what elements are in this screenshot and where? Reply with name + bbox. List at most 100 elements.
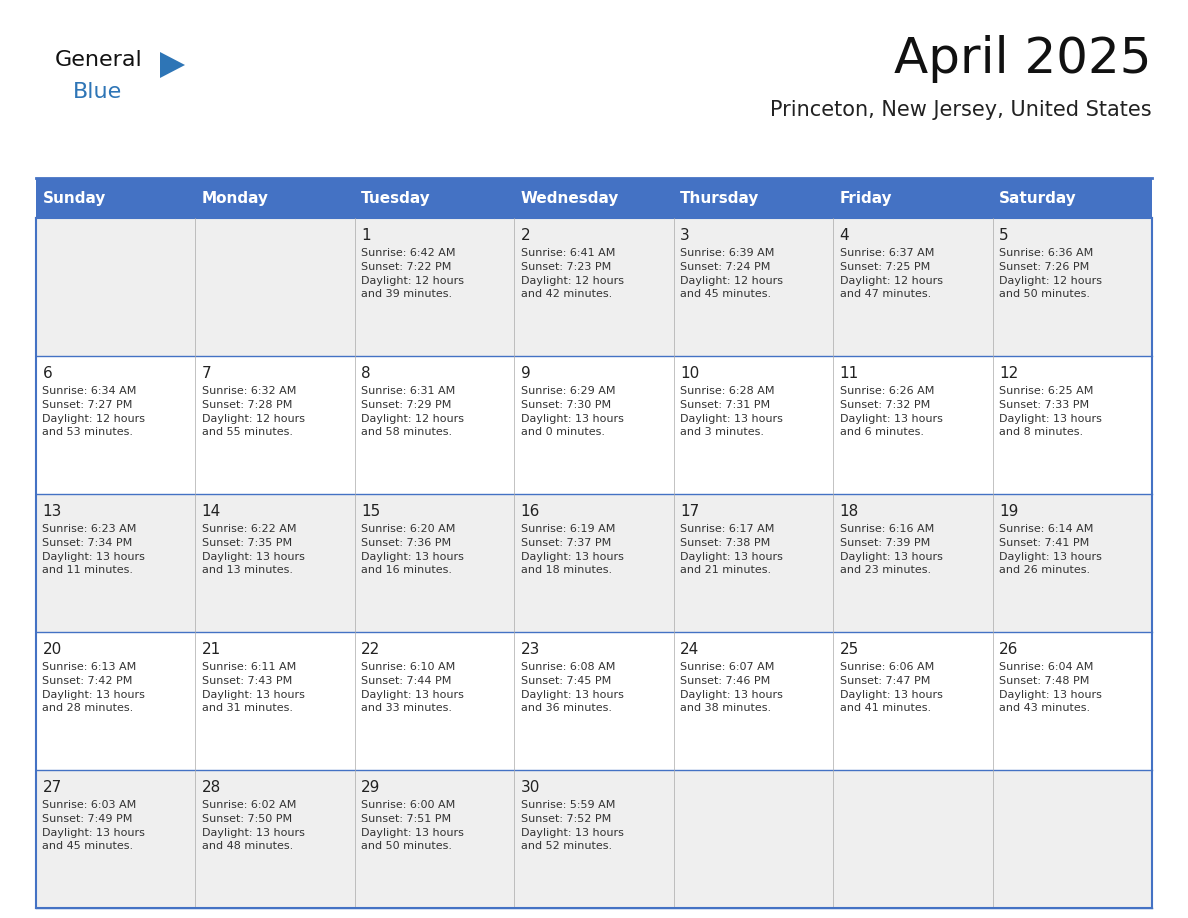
- Text: 23: 23: [520, 642, 541, 656]
- Bar: [992, 770, 1152, 908]
- Bar: [674, 218, 833, 356]
- Text: Sunrise: 6:04 AM
Sunset: 7:48 PM
Daylight: 13 hours
and 43 minutes.: Sunrise: 6:04 AM Sunset: 7:48 PM Dayligh…: [999, 663, 1101, 713]
- Text: Sunrise: 5:59 AM
Sunset: 7:52 PM
Daylight: 13 hours
and 52 minutes.: Sunrise: 5:59 AM Sunset: 7:52 PM Dayligh…: [520, 800, 624, 851]
- Text: 30: 30: [520, 779, 541, 795]
- Bar: [833, 494, 992, 632]
- Text: Sunrise: 6:25 AM
Sunset: 7:33 PM
Daylight: 13 hours
and 8 minutes.: Sunrise: 6:25 AM Sunset: 7:33 PM Dayligh…: [999, 386, 1101, 437]
- Text: Sunrise: 6:13 AM
Sunset: 7:42 PM
Daylight: 13 hours
and 28 minutes.: Sunrise: 6:13 AM Sunset: 7:42 PM Dayligh…: [43, 663, 145, 713]
- Text: 6: 6: [43, 365, 52, 381]
- Bar: [36, 632, 196, 770]
- Text: 9: 9: [520, 365, 530, 381]
- Text: 7: 7: [202, 365, 211, 381]
- Bar: [833, 178, 992, 218]
- Text: Sunrise: 6:06 AM
Sunset: 7:47 PM
Daylight: 13 hours
and 41 minutes.: Sunrise: 6:06 AM Sunset: 7:47 PM Dayligh…: [840, 663, 942, 713]
- Text: 24: 24: [680, 642, 700, 656]
- Text: Sunrise: 6:19 AM
Sunset: 7:37 PM
Daylight: 13 hours
and 18 minutes.: Sunrise: 6:19 AM Sunset: 7:37 PM Dayligh…: [520, 524, 624, 576]
- Bar: [36, 218, 196, 356]
- Bar: [992, 632, 1152, 770]
- Bar: [833, 632, 992, 770]
- Text: 15: 15: [361, 504, 380, 519]
- Text: Sunrise: 6:22 AM
Sunset: 7:35 PM
Daylight: 13 hours
and 13 minutes.: Sunrise: 6:22 AM Sunset: 7:35 PM Dayligh…: [202, 524, 304, 576]
- Text: Sunrise: 6:23 AM
Sunset: 7:34 PM
Daylight: 13 hours
and 11 minutes.: Sunrise: 6:23 AM Sunset: 7:34 PM Dayligh…: [43, 524, 145, 576]
- Text: Sunrise: 6:17 AM
Sunset: 7:38 PM
Daylight: 13 hours
and 21 minutes.: Sunrise: 6:17 AM Sunset: 7:38 PM Dayligh…: [680, 524, 783, 576]
- Text: Sunrise: 6:07 AM
Sunset: 7:46 PM
Daylight: 13 hours
and 38 minutes.: Sunrise: 6:07 AM Sunset: 7:46 PM Dayligh…: [680, 663, 783, 713]
- Text: Wednesday: Wednesday: [520, 191, 619, 206]
- Text: Sunrise: 6:16 AM
Sunset: 7:39 PM
Daylight: 13 hours
and 23 minutes.: Sunrise: 6:16 AM Sunset: 7:39 PM Dayligh…: [840, 524, 942, 576]
- Text: Thursday: Thursday: [680, 191, 759, 206]
- Text: 22: 22: [361, 642, 380, 656]
- Text: 1: 1: [361, 228, 371, 242]
- Bar: [992, 356, 1152, 494]
- Text: Sunrise: 6:28 AM
Sunset: 7:31 PM
Daylight: 13 hours
and 3 minutes.: Sunrise: 6:28 AM Sunset: 7:31 PM Dayligh…: [680, 386, 783, 437]
- Text: 2: 2: [520, 228, 530, 242]
- Text: 12: 12: [999, 365, 1018, 381]
- Text: Sunday: Sunday: [43, 191, 106, 206]
- Bar: [992, 178, 1152, 218]
- Bar: [355, 218, 514, 356]
- Text: 28: 28: [202, 779, 221, 795]
- Text: Sunrise: 6:42 AM
Sunset: 7:22 PM
Daylight: 12 hours
and 39 minutes.: Sunrise: 6:42 AM Sunset: 7:22 PM Dayligh…: [361, 249, 465, 299]
- Text: Sunrise: 6:36 AM
Sunset: 7:26 PM
Daylight: 12 hours
and 50 minutes.: Sunrise: 6:36 AM Sunset: 7:26 PM Dayligh…: [999, 249, 1102, 299]
- Text: 21: 21: [202, 642, 221, 656]
- Bar: [514, 356, 674, 494]
- Text: Sunrise: 6:31 AM
Sunset: 7:29 PM
Daylight: 12 hours
and 58 minutes.: Sunrise: 6:31 AM Sunset: 7:29 PM Dayligh…: [361, 386, 465, 437]
- Text: Sunrise: 6:08 AM
Sunset: 7:45 PM
Daylight: 13 hours
and 36 minutes.: Sunrise: 6:08 AM Sunset: 7:45 PM Dayligh…: [520, 663, 624, 713]
- Text: 10: 10: [680, 365, 700, 381]
- Text: 20: 20: [43, 642, 62, 656]
- Bar: [674, 632, 833, 770]
- Bar: [514, 770, 674, 908]
- Text: Sunrise: 6:34 AM
Sunset: 7:27 PM
Daylight: 12 hours
and 53 minutes.: Sunrise: 6:34 AM Sunset: 7:27 PM Dayligh…: [43, 386, 145, 437]
- Text: 14: 14: [202, 504, 221, 519]
- Text: 11: 11: [840, 365, 859, 381]
- Text: April 2025: April 2025: [895, 35, 1152, 83]
- Bar: [833, 770, 992, 908]
- Polygon shape: [160, 52, 185, 78]
- Text: 5: 5: [999, 228, 1009, 242]
- Bar: [992, 494, 1152, 632]
- Text: Sunrise: 6:39 AM
Sunset: 7:24 PM
Daylight: 12 hours
and 45 minutes.: Sunrise: 6:39 AM Sunset: 7:24 PM Dayligh…: [680, 249, 783, 299]
- Text: Sunrise: 6:29 AM
Sunset: 7:30 PM
Daylight: 13 hours
and 0 minutes.: Sunrise: 6:29 AM Sunset: 7:30 PM Dayligh…: [520, 386, 624, 437]
- Text: Sunrise: 6:03 AM
Sunset: 7:49 PM
Daylight: 13 hours
and 45 minutes.: Sunrise: 6:03 AM Sunset: 7:49 PM Dayligh…: [43, 800, 145, 851]
- Bar: [196, 632, 355, 770]
- Text: 8: 8: [361, 365, 371, 381]
- Text: 27: 27: [43, 779, 62, 795]
- Bar: [833, 218, 992, 356]
- Text: Sunrise: 6:11 AM
Sunset: 7:43 PM
Daylight: 13 hours
and 31 minutes.: Sunrise: 6:11 AM Sunset: 7:43 PM Dayligh…: [202, 663, 304, 713]
- Bar: [355, 356, 514, 494]
- Bar: [355, 494, 514, 632]
- Bar: [196, 494, 355, 632]
- Text: 29: 29: [361, 779, 380, 795]
- Text: Tuesday: Tuesday: [361, 191, 431, 206]
- Text: Sunrise: 6:26 AM
Sunset: 7:32 PM
Daylight: 13 hours
and 6 minutes.: Sunrise: 6:26 AM Sunset: 7:32 PM Dayligh…: [840, 386, 942, 437]
- Bar: [355, 770, 514, 908]
- Bar: [514, 178, 674, 218]
- Bar: [514, 494, 674, 632]
- Bar: [196, 356, 355, 494]
- Bar: [514, 632, 674, 770]
- Text: 26: 26: [999, 642, 1018, 656]
- Text: 19: 19: [999, 504, 1018, 519]
- Text: 13: 13: [43, 504, 62, 519]
- Bar: [355, 178, 514, 218]
- Text: 25: 25: [840, 642, 859, 656]
- Text: Sunrise: 6:37 AM
Sunset: 7:25 PM
Daylight: 12 hours
and 47 minutes.: Sunrise: 6:37 AM Sunset: 7:25 PM Dayligh…: [840, 249, 942, 299]
- Text: Sunrise: 6:02 AM
Sunset: 7:50 PM
Daylight: 13 hours
and 48 minutes.: Sunrise: 6:02 AM Sunset: 7:50 PM Dayligh…: [202, 800, 304, 851]
- Text: 3: 3: [680, 228, 690, 242]
- Bar: [36, 356, 196, 494]
- Text: 17: 17: [680, 504, 700, 519]
- Bar: [355, 632, 514, 770]
- Bar: [833, 356, 992, 494]
- Bar: [674, 770, 833, 908]
- Bar: [674, 356, 833, 494]
- Text: Blue: Blue: [72, 82, 122, 102]
- Text: Sunrise: 6:20 AM
Sunset: 7:36 PM
Daylight: 13 hours
and 16 minutes.: Sunrise: 6:20 AM Sunset: 7:36 PM Dayligh…: [361, 524, 465, 576]
- Text: 18: 18: [840, 504, 859, 519]
- Text: General: General: [55, 50, 143, 70]
- Bar: [514, 218, 674, 356]
- Bar: [36, 178, 196, 218]
- Text: Monday: Monday: [202, 191, 268, 206]
- Text: Sunrise: 6:00 AM
Sunset: 7:51 PM
Daylight: 13 hours
and 50 minutes.: Sunrise: 6:00 AM Sunset: 7:51 PM Dayligh…: [361, 800, 465, 851]
- Text: 16: 16: [520, 504, 541, 519]
- Text: Sunrise: 6:14 AM
Sunset: 7:41 PM
Daylight: 13 hours
and 26 minutes.: Sunrise: 6:14 AM Sunset: 7:41 PM Dayligh…: [999, 524, 1101, 576]
- Bar: [36, 770, 196, 908]
